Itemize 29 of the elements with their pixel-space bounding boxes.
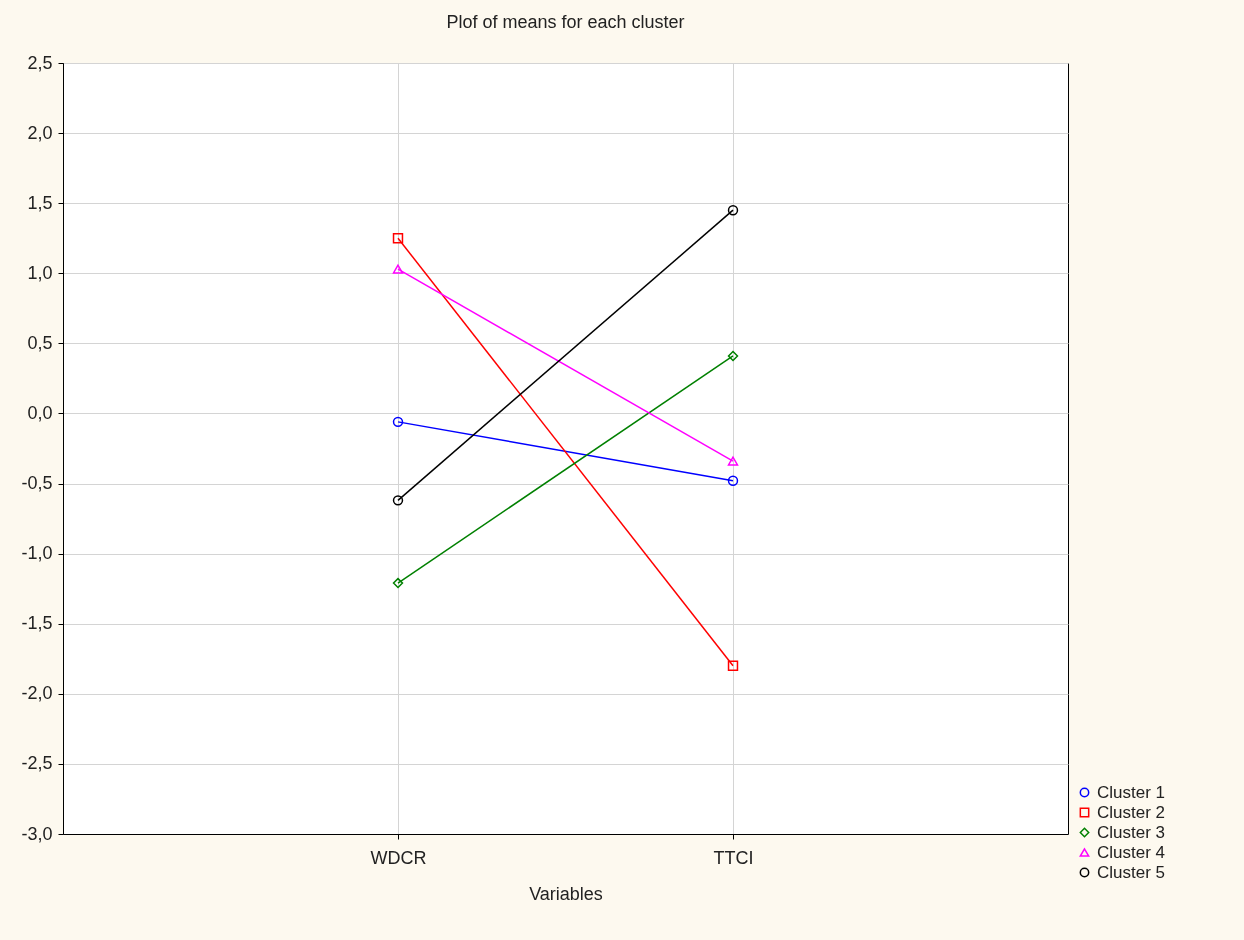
y-tick-label: -1,5 — [21, 613, 53, 634]
y-tick-label: -2,0 — [21, 683, 53, 704]
legend-label: Cluster 2 — [1097, 802, 1166, 822]
x-axis-title: Variables — [529, 883, 603, 904]
point — [392, 495, 404, 506]
y-tick-label: 2,5 — [27, 52, 53, 73]
point — [727, 350, 739, 362]
x-tick-label: WDCR — [370, 847, 427, 868]
point — [727, 204, 739, 216]
legend-label: Cluster 3 — [1097, 822, 1166, 842]
y-tick-label: 0,5 — [27, 332, 53, 353]
legend-label: Cluster 5 — [1097, 862, 1166, 882]
point — [392, 416, 404, 428]
chart-title: Plof of means for each cluster — [446, 12, 685, 32]
y-tick-label: -3,0 — [21, 823, 53, 844]
legend-label: Cluster 1 — [1097, 782, 1166, 802]
point — [392, 233, 404, 244]
point — [727, 475, 739, 486]
point — [727, 660, 739, 671]
y-tick-label: -2,5 — [21, 753, 53, 774]
legend-label: Cluster 4 — [1097, 842, 1166, 862]
y-tick-label: -1,0 — [21, 543, 53, 564]
y-tick-label: 1,5 — [27, 192, 53, 213]
y-tick-label: -0,5 — [21, 473, 53, 494]
y-tick-label: 0,0 — [27, 402, 53, 423]
x-tick-label: TTCI — [713, 847, 754, 868]
y-tick-label: 1,0 — [27, 262, 53, 283]
point — [392, 577, 404, 589]
y-tick-label: 2,0 — [27, 122, 53, 143]
